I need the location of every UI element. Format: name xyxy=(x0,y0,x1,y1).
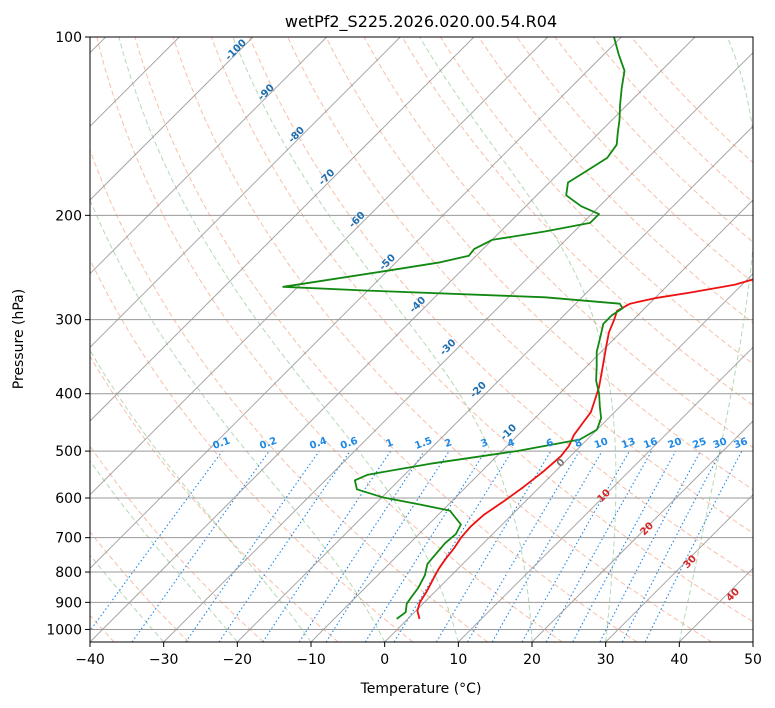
moist-adiabat-line xyxy=(232,37,533,642)
x-tick-label: 20 xyxy=(523,652,541,668)
dry-adiabat-line xyxy=(90,148,488,642)
dry-adiabat-line xyxy=(363,37,753,448)
y-tick-label: 700 xyxy=(55,531,82,547)
mixing-ratio-label: 1 xyxy=(385,437,395,450)
mixing-ratio-label: 36 xyxy=(733,436,750,451)
mixing-ratio-line xyxy=(131,450,270,642)
mixing-ratio-label: 2 xyxy=(443,437,453,450)
x-tick-label: −40 xyxy=(75,652,105,668)
y-tick-label: 200 xyxy=(55,208,82,224)
mixing-ratio-line xyxy=(491,450,603,642)
y-tick-label: 800 xyxy=(55,565,82,581)
mixing-ratio-line xyxy=(185,450,320,642)
dry-adiabat-line xyxy=(287,37,753,534)
y-tick-label: 100 xyxy=(55,30,82,46)
dewpoint-profile-line xyxy=(282,37,626,620)
mixing-ratio-line xyxy=(572,450,677,642)
x-tick-label: 30 xyxy=(597,652,615,668)
moist-adiabat-line xyxy=(678,37,753,642)
mixing-ratio-label: 8 xyxy=(573,437,583,450)
isotherm-line xyxy=(90,37,696,642)
axis-layer: −40 −30 −20 −10 0 10 20 30 40 50 1000 900 800 700 600 5… xyxy=(46,30,762,668)
x-tick-label: 40 xyxy=(670,652,688,668)
mixing-ratio-label: 25 xyxy=(691,436,708,451)
isotherm-line xyxy=(163,51,753,642)
dry-adiabat-line xyxy=(134,37,638,642)
dry-adiabat-line xyxy=(90,258,414,642)
isotherm-line xyxy=(605,493,753,642)
x-tick-label: 50 xyxy=(744,652,762,668)
series-layer xyxy=(282,37,753,620)
dry-adiabat-line xyxy=(172,37,712,642)
isotherm-line xyxy=(90,37,401,349)
mixing-ratio-line xyxy=(435,450,552,642)
x-tick-label: 0 xyxy=(380,652,389,668)
mixing-ratio-line xyxy=(218,450,351,642)
isotherm-line xyxy=(90,37,328,275)
mixing-ratio-label: 20 xyxy=(667,436,684,451)
moist-adiabat-line xyxy=(90,349,312,642)
plot-frame xyxy=(89,36,754,643)
mixing-ratio-line xyxy=(393,450,513,642)
y-tick-label: 1000 xyxy=(46,622,82,638)
x-tick-label: −30 xyxy=(149,652,179,668)
mixing-ratio-label: 4 xyxy=(506,437,516,450)
y-tick-label: 500 xyxy=(55,444,82,460)
isotherm-line xyxy=(90,37,622,570)
dry-adiabat-line xyxy=(325,37,753,491)
mixing-ratio-line xyxy=(364,450,486,642)
y-tick-label: 900 xyxy=(55,595,82,611)
y-tick-label: 400 xyxy=(55,387,82,403)
dry-adiabat-line xyxy=(90,530,190,642)
isotherm-line xyxy=(90,37,475,422)
moist-adiabat-line xyxy=(90,198,386,642)
mixing-ratio-label: 16 xyxy=(642,436,659,451)
dry-adiabat-line xyxy=(478,37,753,324)
isotherm-line xyxy=(384,272,753,642)
isotherm-line xyxy=(531,420,753,642)
moist-adiabat-line xyxy=(118,37,459,642)
mixing-ratio-line xyxy=(521,450,630,642)
temperature-profile-line xyxy=(416,278,753,620)
y-tick-label: 600 xyxy=(55,491,82,507)
mixing-ratio-label: 10 xyxy=(593,436,610,451)
dry-adiabat-line xyxy=(96,37,563,642)
dry-adiabat-line xyxy=(592,37,753,204)
dry-adiabat-line xyxy=(401,37,753,406)
isotherm-line xyxy=(90,37,254,201)
x-axis-title: Temperature (°C) xyxy=(360,681,482,697)
mixing-ratio-label: 30 xyxy=(712,436,729,451)
x-tick-label: 10 xyxy=(449,652,467,668)
isotherm-line xyxy=(457,346,753,642)
y-tick-label: 300 xyxy=(55,313,82,329)
mixing-ratio-label: 13 xyxy=(620,436,637,451)
x-tick-label: −10 xyxy=(296,652,326,668)
chart-title: wetPf2_S225.2026.020.00.54.R04 xyxy=(285,12,557,32)
x-tick-label: −20 xyxy=(223,652,253,668)
dry-adiabat-line xyxy=(210,37,753,623)
isotherm-line xyxy=(236,125,753,642)
mixing-ratio-line xyxy=(90,450,223,632)
mixing-ratio-label: 3 xyxy=(479,437,489,450)
isotherm-line xyxy=(310,199,753,642)
dry-adiabat-line xyxy=(516,37,753,283)
isotherm-line xyxy=(90,37,549,496)
mixing-ratio-line xyxy=(325,450,450,642)
mixing-ratio-line xyxy=(467,450,580,642)
mixing-ratio-label: 6 xyxy=(545,437,555,450)
y-axis-title: Pressure (hPa) xyxy=(11,289,27,389)
isotherm-line xyxy=(752,641,753,642)
